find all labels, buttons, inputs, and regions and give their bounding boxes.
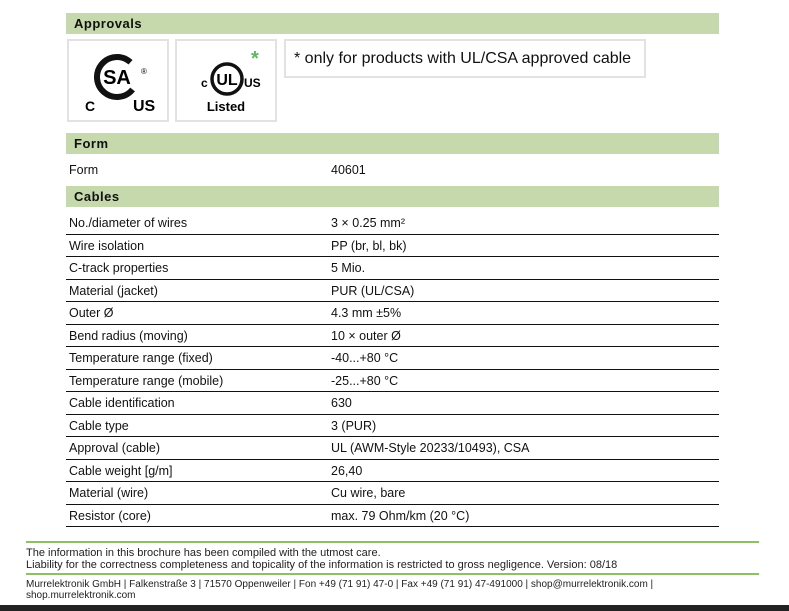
svg-text:SA: SA bbox=[103, 67, 131, 89]
table-row: Cable type 3 (PUR) bbox=[66, 415, 719, 437]
row-label: Temperature range (fixed) bbox=[69, 351, 213, 365]
table-row: Outer Ø 4.3 mm ±5% bbox=[66, 302, 719, 325]
table-row: Temperature range (mobile) -25...+80 °C bbox=[66, 370, 719, 392]
table-row: Wire isolation PP (br, bl, bk) bbox=[66, 235, 719, 257]
row-value: 10 × outer Ø bbox=[331, 328, 401, 343]
table-row: Cable identification 630 bbox=[66, 392, 719, 415]
table-row: Material (wire) Cu wire, bare bbox=[66, 482, 719, 505]
row-label: Resistor (core) bbox=[69, 508, 151, 523]
row-label: Wire isolation bbox=[69, 238, 145, 253]
disclaimer-line-1: The information in this brochure has bee… bbox=[26, 547, 381, 559]
disclaimer-line-2: Liability for the correctness completene… bbox=[26, 559, 618, 571]
table-row: C-track properties 5 Mio. bbox=[66, 257, 719, 280]
row-value: 4.3 mm ±5% bbox=[331, 306, 402, 320]
svg-text:US: US bbox=[244, 76, 261, 90]
table-row: No./diameter of wires 3 × 0.25 mm² bbox=[66, 212, 719, 235]
divider bbox=[26, 541, 759, 543]
row-label: Approval (cable) bbox=[69, 441, 161, 455]
row-value: 3 × 0.25 mm² bbox=[331, 216, 405, 230]
table-row: Resistor (core) max. 79 Ohm/km (20 °C) bbox=[66, 505, 719, 527]
contact-line-1: Murrelektronik GmbH | Falkenstraße 3 | 7… bbox=[26, 579, 654, 590]
table-row: Approval (cable) UL (AWM-Style 20233/1049… bbox=[66, 437, 719, 460]
svg-text:Listed: Listed bbox=[207, 99, 245, 114]
table-row: Cable weight [g/m] 26,40 bbox=[66, 460, 719, 482]
divider bbox=[26, 573, 759, 575]
svg-text:C: C bbox=[85, 98, 95, 114]
row-label: Temperature range (mobile) bbox=[69, 373, 224, 388]
row-label: Cable identification bbox=[69, 396, 175, 410]
svg-text:US: US bbox=[133, 98, 156, 115]
row-value: 3 (PUR) bbox=[331, 418, 377, 433]
table-row: Form 40601 bbox=[66, 159, 719, 182]
row-value: PUR (UL/CSA) bbox=[331, 283, 415, 298]
svg-text:®: ® bbox=[141, 67, 147, 76]
row-value: UL (AWM-Style 20233/10493), CSA bbox=[331, 441, 530, 455]
row-label: C-track properties bbox=[69, 261, 169, 275]
approvals-header: Approvals bbox=[66, 13, 719, 34]
row-value: 5 Mio. bbox=[331, 261, 366, 275]
row-label: No./diameter of wires bbox=[69, 216, 188, 230]
table-row: Material (jacket) PUR (UL/CSA) bbox=[66, 280, 719, 302]
row-value: max. 79 Ohm/km (20 °C) bbox=[331, 508, 470, 523]
svg-text:c: c bbox=[201, 76, 208, 90]
row-label: Bend radius (moving) bbox=[69, 328, 188, 343]
row-label: Material (wire) bbox=[69, 486, 149, 500]
row-value: 26,40 bbox=[331, 463, 363, 478]
svg-text:UL: UL bbox=[216, 72, 238, 89]
form-header: Form bbox=[66, 133, 719, 154]
row-label: Cable weight [g/m] bbox=[69, 463, 173, 478]
row-label: Material (jacket) bbox=[69, 283, 158, 298]
approval-note: * only for products with UL/CSA approved… bbox=[284, 39, 646, 78]
svg-text:*: * bbox=[251, 48, 259, 70]
row-value: Cu wire, bare bbox=[331, 486, 406, 500]
row-value: -40...+80 °C bbox=[331, 351, 399, 365]
row-value: 630 bbox=[331, 396, 352, 410]
row-value: -25...+80 °C bbox=[331, 373, 399, 388]
cables-header: Cables bbox=[66, 186, 719, 207]
row-value: 40601 bbox=[331, 163, 366, 177]
csa-logo: SA C US ® bbox=[67, 39, 169, 122]
row-label: Form bbox=[69, 163, 99, 177]
bottom-border bbox=[0, 605, 789, 611]
table-row: Bend radius (moving) 10 × outer Ø bbox=[66, 325, 719, 347]
ul-listed-logo: UL c US Listed * bbox=[175, 39, 277, 122]
row-label: Cable type bbox=[69, 418, 129, 433]
row-value: PP (br, bl, bk) bbox=[331, 238, 407, 253]
table-row: Temperature range (fixed) -40...+80 °C bbox=[66, 347, 719, 370]
row-label: Outer Ø bbox=[69, 306, 114, 320]
shop-link[interactable]: shop.murrelektronik.com bbox=[26, 590, 136, 601]
